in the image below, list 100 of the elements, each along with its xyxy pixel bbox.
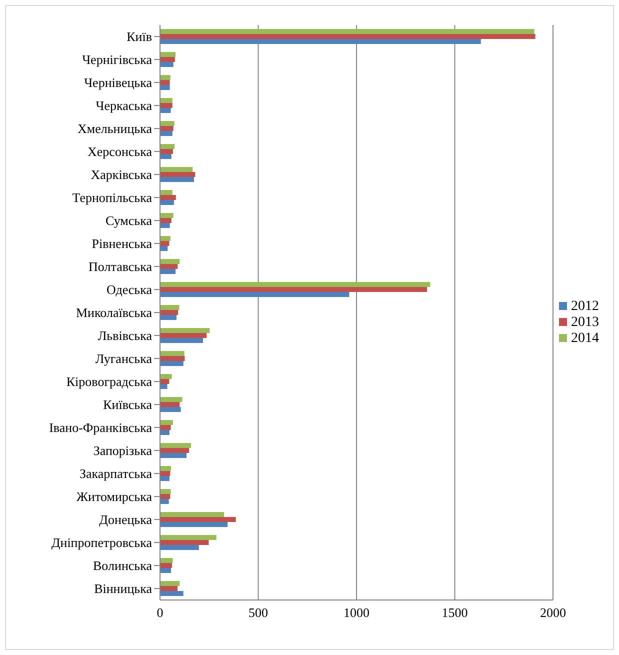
bar	[160, 420, 173, 425]
bar	[160, 213, 174, 218]
legend-label: 2014	[571, 330, 599, 346]
bar	[160, 540, 209, 545]
bar	[160, 29, 534, 34]
bar	[160, 149, 173, 154]
legend-label: 2013	[571, 314, 599, 330]
bar	[160, 356, 185, 361]
bar	[160, 522, 228, 527]
bar	[160, 545, 199, 550]
y-tick-label: Черкаська	[96, 98, 152, 114]
x-tick-label: 1000	[344, 605, 370, 620]
y-tick-label: Сумська	[106, 213, 152, 228]
bar	[160, 563, 172, 568]
bar	[160, 471, 170, 476]
y-tick-label: Чернігівська	[82, 52, 152, 68]
bar	[160, 200, 174, 205]
bar	[160, 57, 175, 62]
y-tick-label: Херсонська	[88, 144, 152, 160]
y-tick-label: Рівненська	[92, 236, 152, 252]
bar	[160, 246, 168, 251]
y-tick-label: Харківська	[90, 167, 152, 182]
bar	[160, 489, 171, 494]
bar	[160, 287, 428, 292]
y-tick-label: Луганська	[95, 351, 152, 366]
bar	[160, 264, 178, 269]
x-tick-label: 2000	[540, 605, 566, 620]
bar	[160, 218, 172, 223]
y-tick-label: Львівська	[98, 328, 152, 344]
bar	[160, 154, 172, 159]
bar	[160, 80, 170, 85]
bar	[160, 448, 190, 453]
bar	[160, 407, 181, 412]
bar	[160, 586, 178, 591]
bar	[160, 75, 170, 80]
y-tick-label: Запорізька	[93, 443, 152, 458]
bar	[160, 108, 171, 113]
bar	[160, 305, 180, 310]
bar	[160, 62, 174, 67]
bar	[160, 292, 350, 297]
bar	[160, 333, 207, 338]
bar	[160, 310, 178, 315]
bar	[160, 172, 196, 177]
bar	[160, 85, 170, 90]
y-tick-label: Тернопільська	[72, 190, 152, 206]
bar	[160, 39, 481, 44]
bar	[160, 568, 172, 573]
y-tick-label: Волинська	[93, 558, 152, 574]
bar	[160, 430, 170, 435]
bar	[160, 535, 216, 540]
bar	[160, 476, 170, 481]
bar	[160, 269, 176, 274]
bar	[160, 397, 182, 402]
y-tick-label: Київська	[103, 397, 152, 412]
y-tick-label: Донецька	[99, 512, 152, 528]
bar	[160, 494, 170, 499]
bar	[160, 351, 184, 356]
bar	[160, 315, 177, 320]
bar	[160, 190, 172, 195]
bar	[160, 517, 236, 522]
bar	[160, 402, 180, 407]
bar	[160, 374, 172, 379]
bar	[160, 167, 193, 172]
bar	[160, 581, 180, 586]
y-tick-label: Полтавська	[88, 259, 152, 274]
bar	[160, 121, 174, 126]
y-tick-label: Миколаївська	[76, 305, 152, 320]
bar	[160, 126, 174, 131]
y-tick-label: Житомирська	[76, 489, 152, 504]
bar	[160, 466, 172, 471]
bar	[160, 52, 176, 57]
y-tick-label: Чернівецька	[84, 75, 152, 90]
y-tick-label: Кіровоградська	[66, 374, 152, 390]
bar	[160, 361, 184, 366]
legend-label: 2012	[571, 298, 599, 314]
y-tick-label: Київ	[126, 29, 152, 44]
y-tick-label: Хмельницька	[78, 121, 152, 136]
bar	[160, 328, 210, 333]
bar	[160, 282, 430, 287]
bar	[160, 379, 170, 384]
bar	[160, 236, 170, 241]
bar	[160, 144, 175, 149]
bar	[160, 98, 172, 103]
bar	[160, 177, 194, 182]
bar	[160, 259, 180, 264]
bar	[160, 512, 224, 517]
bar	[160, 443, 192, 448]
bar	[160, 103, 172, 108]
bar	[160, 241, 170, 246]
bar	[160, 195, 176, 200]
bar	[160, 453, 187, 458]
bar	[160, 338, 204, 343]
x-tick-label: 500	[248, 605, 268, 620]
y-tick-label: Дніпропетровська	[51, 535, 152, 550]
y-tick-label: Вінницька	[94, 581, 152, 596]
bar	[160, 384, 168, 389]
y-tick-label: Одеська	[106, 282, 152, 298]
x-tick-label: 0	[156, 605, 164, 620]
bar	[160, 591, 184, 596]
bar	[160, 34, 536, 39]
